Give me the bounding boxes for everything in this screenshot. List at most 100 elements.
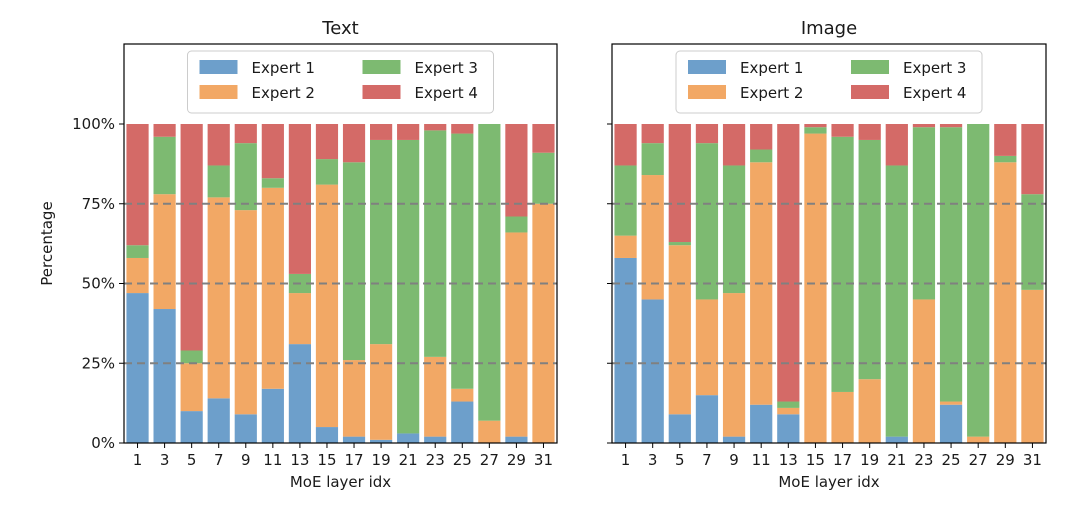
bar-segment-expert-3 (532, 152, 555, 204)
bar-segment-expert-1 (180, 411, 203, 443)
bar-segment-expert-3 (126, 245, 149, 258)
chart-title: Image (801, 18, 857, 39)
legend-swatch-expert-2 (688, 85, 726, 99)
bar-segment-expert-4 (370, 124, 393, 140)
y-tick-label: 100% (72, 115, 115, 133)
bar-segment-expert-3 (424, 130, 447, 357)
bar-segment-expert-4 (126, 124, 149, 246)
legend-swatch-expert-1 (199, 60, 238, 74)
bar-segment-expert-2 (939, 401, 963, 405)
bar-segment-expert-3 (1021, 194, 1044, 290)
y-tick-label: 50% (82, 275, 115, 293)
bar-segment-expert-1 (750, 404, 773, 443)
bar-segment-expert-3 (315, 159, 339, 185)
bar-segment-expert-4 (315, 124, 339, 160)
bar-segment-expert-4 (1021, 124, 1044, 195)
x-tick-label: 23 (426, 451, 445, 469)
bar-segment-expert-3 (478, 124, 501, 421)
bar-segment-expert-1 (722, 436, 746, 443)
x-tick-label: 7 (214, 451, 224, 469)
bar-segment-expert-2 (180, 363, 203, 412)
legend-label-expert-3: Expert 3 (903, 59, 966, 77)
bar-segment-expert-4 (750, 124, 773, 150)
bar-segment-expert-2 (695, 299, 719, 396)
bar-segment-expert-4 (451, 124, 474, 134)
x-tick-label: 15 (806, 451, 825, 469)
bar-segment-expert-1 (885, 436, 908, 443)
bar-segment-expert-4 (722, 124, 746, 166)
bar-segment-expert-2 (370, 344, 393, 440)
plot-frame (611, 43, 1047, 444)
y-tick-label: 0% (91, 434, 115, 452)
bar-segment-expert-4 (180, 124, 203, 351)
chart-title: Text (321, 18, 358, 39)
x-tick-label: 23 (914, 451, 933, 469)
bar-segment-expert-2 (478, 420, 501, 443)
bar-segment-expert-2 (777, 407, 800, 415)
x-tick-label: 29 (996, 451, 1015, 469)
legend-swatch-expert-4 (362, 85, 401, 99)
bar-segment-expert-3 (614, 165, 637, 236)
bar-segment-expert-1 (370, 439, 393, 443)
bar-segment-expert-3 (722, 165, 746, 294)
bar-segment-expert-3 (397, 139, 420, 434)
bar-segment-expert-3 (695, 143, 719, 300)
x-tick-label: 15 (317, 451, 336, 469)
legend-swatch-expert-3 (851, 60, 889, 74)
bar-segment-expert-1 (939, 404, 963, 443)
bar-segment-expert-3 (858, 139, 881, 380)
bar-segment-expert-1 (207, 398, 230, 443)
bar-segment-expert-3 (153, 136, 176, 195)
bar-segment-expert-3 (451, 133, 474, 389)
bar-segment-expert-1 (153, 309, 176, 443)
x-tick-label: 5 (675, 451, 685, 469)
bar-segment-expert-1 (641, 299, 664, 443)
x-tick-label: 25 (453, 451, 472, 469)
bar-segment-expert-3 (804, 127, 827, 134)
bar-segment-expert-2 (288, 293, 311, 345)
x-tick-label: 7 (702, 451, 712, 469)
x-tick-label: 9 (241, 451, 251, 469)
bar-segment-expert-3 (994, 155, 1017, 163)
bar-segment-expert-3 (967, 124, 990, 437)
bar-segment-expert-2 (532, 203, 555, 443)
bar-segment-expert-3 (342, 162, 366, 361)
x-tick-label: 11 (263, 451, 282, 469)
legend-label-expert-3: Expert 3 (415, 59, 478, 77)
bar-segment-expert-4 (288, 124, 311, 274)
legend: Expert 1 Expert 2 Expert 3 Expert 4 (187, 50, 494, 114)
x-tick-label: 31 (1023, 451, 1042, 469)
bar-segment-expert-2 (505, 232, 528, 437)
bar-segment-expert-1 (288, 344, 311, 443)
legend-box (675, 50, 983, 114)
bar-segment-expert-3 (370, 139, 393, 345)
bar-segment-expert-4 (858, 124, 881, 140)
x-tick-label: 25 (942, 451, 961, 469)
bar-segment-expert-1 (668, 414, 691, 443)
legend-label-expert-2: Expert 2 (740, 84, 803, 102)
bar-segment-expert-1 (261, 388, 284, 443)
bar-segment-expert-2 (994, 162, 1017, 443)
bar-segment-expert-4 (777, 124, 800, 402)
bar-segment-expert-2 (967, 436, 990, 443)
x-tick-label: 13 (779, 451, 798, 469)
bar-segment-expert-2 (858, 379, 881, 443)
bar-segment-expert-4 (939, 124, 963, 128)
x-tick-label: 27 (969, 451, 988, 469)
bar-segment-expert-4 (153, 124, 176, 137)
bar-segment-expert-4 (831, 124, 854, 137)
bar-segment-expert-3 (505, 216, 528, 233)
bar-segment-expert-4 (532, 124, 555, 153)
y-tick-label: 25% (82, 354, 115, 372)
bar-segment-expert-4 (804, 124, 827, 128)
bar-segment-expert-2 (234, 210, 257, 415)
bar-segment-expert-2 (831, 391, 854, 443)
x-tick-label: 27 (480, 451, 499, 469)
x-tick-label: 19 (372, 451, 391, 469)
x-tick-label: 21 (399, 451, 418, 469)
bar-segment-expert-4 (614, 124, 637, 166)
bar-segment-expert-3 (750, 149, 773, 163)
bar-segment-expert-1 (424, 436, 447, 443)
